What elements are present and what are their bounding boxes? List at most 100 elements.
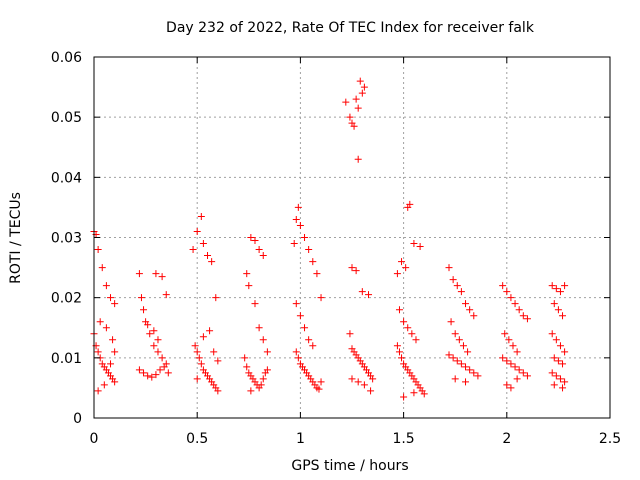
data-point <box>162 291 170 299</box>
data-point <box>154 336 162 344</box>
axis-ticks <box>93 56 611 419</box>
data-point <box>199 333 207 341</box>
data-point <box>292 348 300 356</box>
data-point <box>453 282 461 290</box>
data-point <box>144 372 152 380</box>
data-point <box>140 369 148 377</box>
data-point <box>466 306 474 314</box>
data-point <box>241 354 249 362</box>
data-point <box>453 357 461 365</box>
data-point <box>197 212 205 220</box>
x-tick-label: 0 <box>90 431 99 447</box>
data-point <box>410 240 418 248</box>
data-point <box>398 354 406 362</box>
data-point <box>420 390 428 398</box>
data-point <box>317 378 325 386</box>
data-point <box>243 270 251 278</box>
data-point <box>94 387 102 395</box>
data-point <box>523 315 531 323</box>
data-point <box>255 246 263 254</box>
data-point <box>406 200 414 208</box>
y-tick-label: 0.02 <box>51 291 82 307</box>
data-point <box>257 381 265 389</box>
data-point <box>449 354 457 362</box>
data-point <box>395 348 403 356</box>
data-point <box>296 221 304 229</box>
data-point <box>193 375 201 383</box>
data-point <box>505 336 513 344</box>
data-point <box>346 113 354 121</box>
data-point <box>499 354 507 362</box>
y-tick-label: 0.01 <box>51 351 82 367</box>
data-point <box>360 83 368 91</box>
data-point <box>146 330 154 338</box>
data-point <box>352 95 360 103</box>
data-point <box>462 300 470 308</box>
data-point <box>445 264 453 272</box>
data-point <box>499 282 507 290</box>
data-point <box>309 342 317 350</box>
data-point <box>470 369 478 377</box>
grid-lines <box>94 57 610 418</box>
data-point <box>408 330 416 338</box>
data-point <box>94 348 102 356</box>
data-point <box>204 252 212 260</box>
data-point <box>199 240 207 248</box>
data-point <box>152 270 160 278</box>
data-point <box>554 357 562 365</box>
data-point <box>561 348 569 356</box>
data-point <box>459 342 467 350</box>
data-point <box>519 312 527 320</box>
data-point <box>501 330 509 338</box>
data-point <box>356 77 364 85</box>
data-point <box>552 372 560 380</box>
data-point <box>251 300 259 308</box>
data-point <box>550 381 558 389</box>
data-point <box>346 330 354 338</box>
data-point <box>360 381 368 389</box>
data-point <box>367 387 375 395</box>
y-tick-label: 0.05 <box>51 110 82 126</box>
data-point <box>107 360 115 368</box>
data-point <box>365 291 373 299</box>
data-point <box>457 360 465 368</box>
data-point <box>511 300 519 308</box>
data-point <box>294 203 302 211</box>
data-point <box>214 387 222 395</box>
data-point <box>193 227 201 235</box>
data-point <box>313 270 321 278</box>
x-tick-label: 2 <box>502 431 511 447</box>
x-tick-label: 0.5 <box>186 431 208 447</box>
data-point <box>462 363 470 371</box>
data-point <box>354 155 362 163</box>
data-point <box>447 318 455 326</box>
data-point <box>354 378 362 386</box>
data-point <box>317 294 325 302</box>
data-point <box>507 294 515 302</box>
data-point <box>513 348 521 356</box>
data-point <box>156 366 164 374</box>
data-point <box>507 384 515 392</box>
data-point <box>513 375 521 383</box>
data-point <box>111 348 119 356</box>
data-point <box>412 336 420 344</box>
data-point <box>100 381 108 389</box>
data-point <box>449 276 457 284</box>
y-tick-label: 0.06 <box>51 50 82 66</box>
data-point <box>102 282 110 290</box>
data-point <box>556 288 564 296</box>
data-point <box>137 294 145 302</box>
data-point <box>208 258 216 266</box>
data-point <box>548 330 556 338</box>
data-point <box>350 122 358 130</box>
data-point <box>462 378 470 386</box>
data-point <box>559 360 567 368</box>
data-point <box>96 318 104 326</box>
data-point <box>548 369 556 377</box>
data-point <box>245 282 253 290</box>
data-point <box>259 375 267 383</box>
data-point <box>358 89 366 97</box>
data-point <box>191 342 199 350</box>
data-point <box>243 363 251 371</box>
data-point <box>402 264 410 272</box>
